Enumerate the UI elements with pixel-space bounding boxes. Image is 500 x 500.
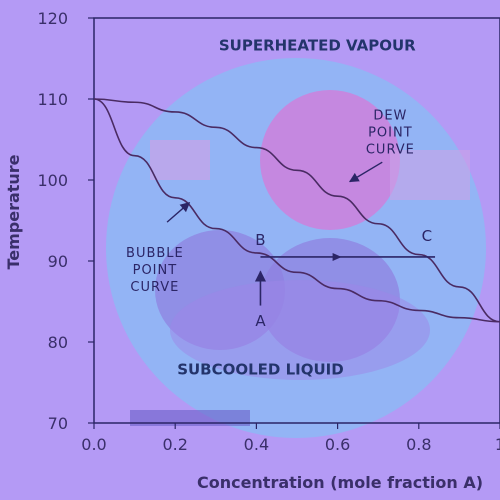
- annotation-dew-line-3: CURVE: [366, 142, 415, 157]
- annotation-bubble-point-curve: BUBBLE POINT CURVE: [126, 246, 184, 295]
- x-tick-label: 0.8: [406, 435, 431, 454]
- annotation-bubble-line-3: CURVE: [130, 280, 179, 295]
- y-tick-label: 110: [37, 90, 68, 109]
- x-axis-title: Concentration (mole fraction A): [197, 473, 483, 492]
- y-tick-label: 90: [48, 252, 68, 271]
- dew-annotation-arrow: [348, 161, 383, 183]
- series-layer: [93, 98, 500, 323]
- region-label-subcooled-liquid: SUBCOOLED LIQUID: [177, 360, 344, 378]
- annotation-bubble-line-2: POINT: [133, 263, 178, 278]
- point-label-a: A: [255, 312, 266, 330]
- plot-area: [93, 17, 500, 424]
- annotation-dew-line-1: DEW: [373, 108, 407, 123]
- bubble-point-curve-line: [93, 98, 500, 323]
- y-axis-ticks: 70 80 90 100 110 120: [37, 9, 94, 433]
- dew-point-curve-line: [93, 98, 500, 323]
- arrowhead-b-to-c: [332, 252, 342, 261]
- annotation-dew-line-2: POINT: [368, 125, 413, 140]
- x-tick-label: 0.6: [325, 435, 350, 454]
- x-tick-label: 1: [495, 435, 500, 454]
- point-label-c: C: [422, 227, 432, 245]
- bubble-annotation-arrow: [166, 202, 191, 223]
- y-tick-label: 100: [37, 171, 68, 190]
- region-label-superheated-vapour: SUPERHEATED VAPOUR: [219, 36, 416, 54]
- arrow-layer: [166, 161, 436, 306]
- x-axis-ticks: 0.0 0.2 0.4 0.6 0.8 1: [81, 423, 500, 454]
- x-tick-label: 0.4: [244, 435, 269, 454]
- x-tick-label: 0.2: [162, 435, 187, 454]
- y-tick-label: 70: [48, 414, 68, 433]
- x-tick-label: 0.0: [81, 435, 106, 454]
- y-tick-label: 80: [48, 333, 68, 352]
- y-axis-title: Temperature: [4, 154, 23, 269]
- annotation-dew-point-curve: DEW POINT CURVE: [366, 108, 415, 157]
- annotation-bubble-line-1: BUBBLE: [126, 246, 184, 261]
- y-tick-label: 120: [37, 9, 68, 28]
- point-label-b: B: [255, 231, 265, 249]
- background-artwork: [106, 58, 486, 438]
